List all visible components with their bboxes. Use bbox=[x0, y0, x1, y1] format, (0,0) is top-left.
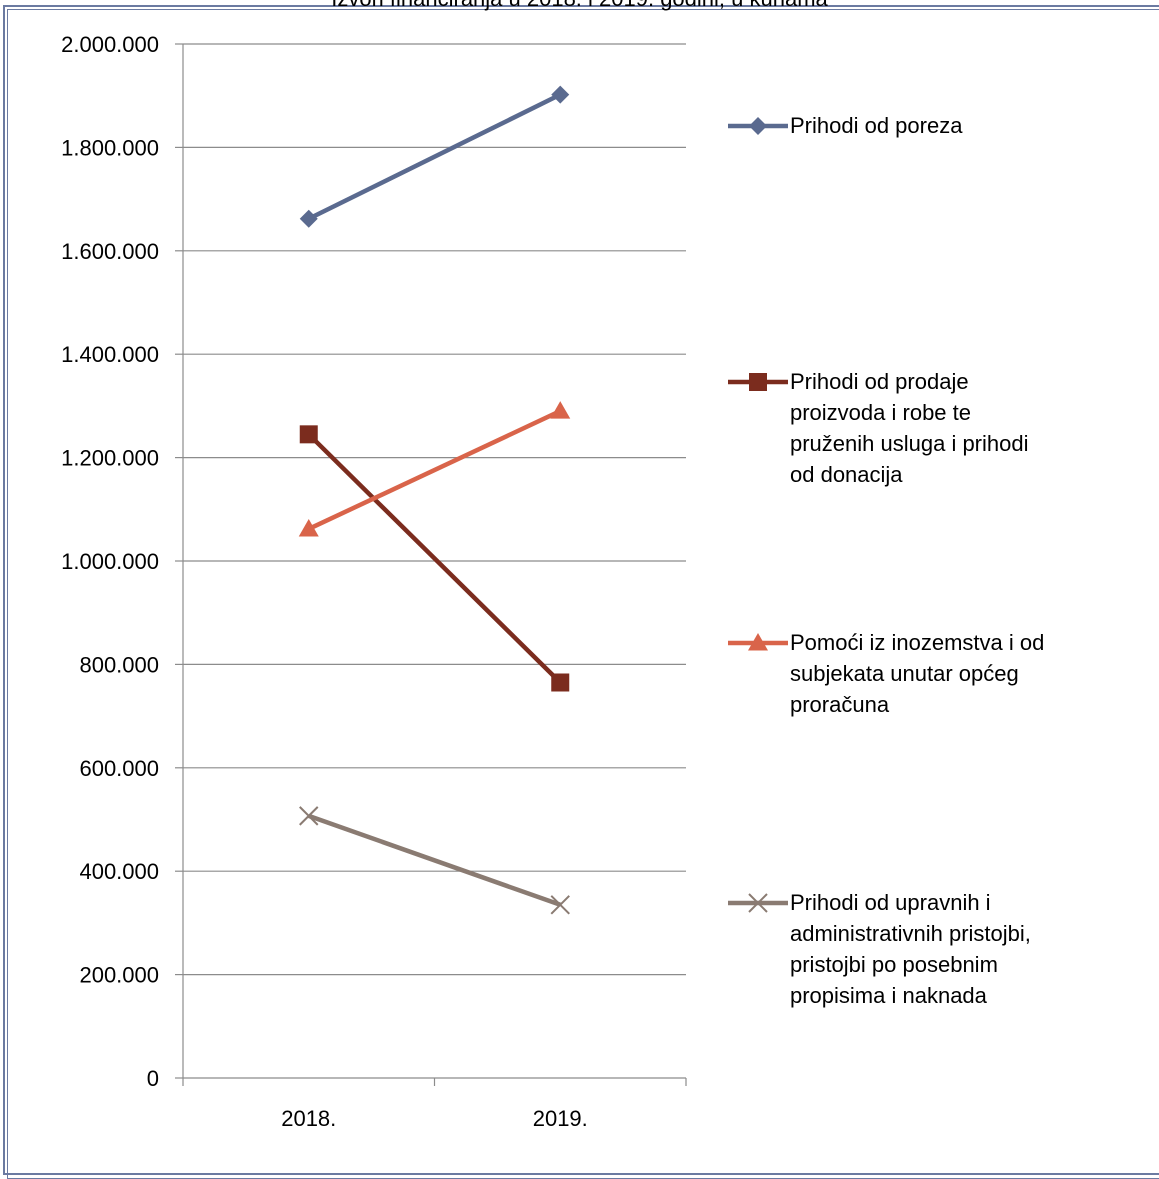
legend-label: pruženih usluga i prihodi bbox=[790, 431, 1029, 456]
legend-label: Prihodi od prodaje bbox=[790, 369, 969, 394]
legend-marker bbox=[748, 893, 768, 913]
y-tick-label: 400.000 bbox=[79, 859, 159, 884]
data-point bbox=[551, 85, 570, 104]
y-tick-label: 200.000 bbox=[79, 963, 159, 988]
data-point bbox=[299, 209, 318, 228]
legend-marker bbox=[749, 373, 767, 391]
data-point bbox=[298, 518, 319, 537]
series-lines bbox=[307, 92, 562, 907]
y-tick-label: 600.000 bbox=[79, 756, 159, 781]
y-tick-label: 1.600.000 bbox=[61, 239, 159, 264]
gridlines bbox=[183, 43, 686, 976]
legend-label: administrativnih pristojbi, bbox=[790, 921, 1031, 946]
legend-label: Prihodi od poreza bbox=[790, 113, 963, 138]
data-point bbox=[299, 425, 318, 444]
series-line bbox=[307, 409, 562, 531]
data-point bbox=[550, 401, 571, 419]
x-tick-label: 2018. bbox=[281, 1106, 336, 1131]
data-point bbox=[299, 806, 319, 826]
y-tick-labels: 0 200.000 400.000 600.000 800.000 1.000.000 1.… bbox=[61, 32, 159, 1091]
y-tick-label: 1.200.000 bbox=[61, 446, 159, 471]
series-line bbox=[307, 432, 562, 685]
series-line bbox=[307, 92, 562, 221]
page-title: Izvori financiranja u 2018. i 2019. godi… bbox=[0, 0, 1159, 12]
legend-label: subjekata unutar općeg bbox=[790, 661, 1019, 686]
y-tick-label: 800.000 bbox=[79, 652, 159, 677]
legend-label: pristojbi po posebnim bbox=[790, 952, 998, 977]
legend-marker bbox=[748, 633, 768, 651]
series-markers bbox=[298, 85, 571, 915]
legend: Prihodi od poreza Prihodi od prodaje proiz… bbox=[728, 113, 1044, 1008]
legend-label: proračuna bbox=[790, 692, 890, 717]
x-tick-labels: 2018. 2019. bbox=[281, 1106, 588, 1131]
legend-label: Pomoći iz inozemstva i od bbox=[790, 630, 1044, 655]
data-point bbox=[551, 673, 570, 692]
legend-label: od donacija bbox=[790, 462, 903, 487]
legend-label: proizvoda i robe te bbox=[790, 400, 971, 425]
y-tick-label: 1.000.000 bbox=[61, 549, 159, 574]
legend-label: propisima i naknada bbox=[790, 983, 988, 1008]
series-line bbox=[307, 813, 562, 907]
axes bbox=[175, 43, 687, 1086]
x-tick-label: 2019. bbox=[533, 1106, 588, 1131]
legend-label: Prihodi od upravnih i bbox=[790, 890, 991, 915]
y-tick-label: 1.400.000 bbox=[61, 342, 159, 367]
data-point bbox=[550, 895, 570, 915]
y-tick-label: 1.800.000 bbox=[61, 135, 159, 160]
y-tick-label: 2.000.000 bbox=[61, 32, 159, 57]
y-tick-label: 0 bbox=[147, 1066, 159, 1091]
legend-marker bbox=[749, 117, 767, 135]
